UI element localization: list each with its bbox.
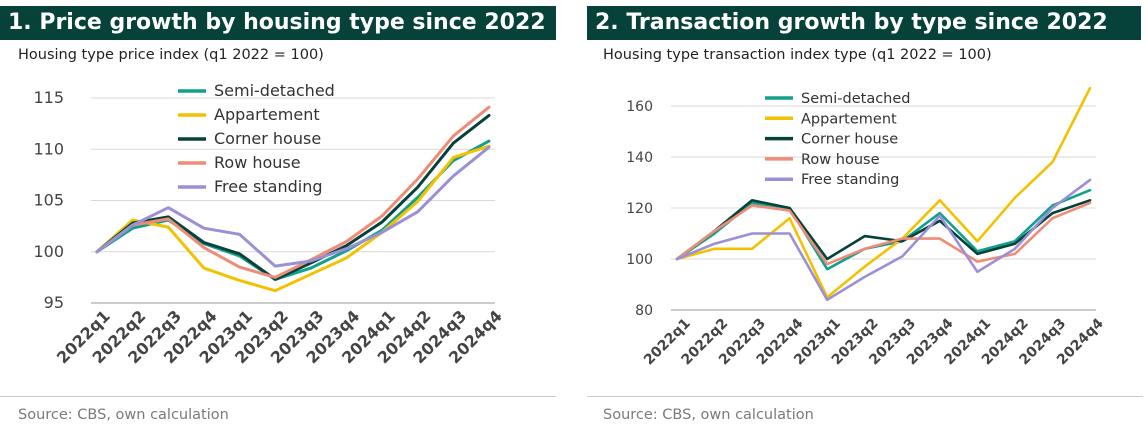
series-line-free-standing <box>675 178 1092 302</box>
chart-2-title: 2. Transaction growth by type since 2022 <box>587 6 1141 40</box>
chart-2-divider <box>587 396 1143 397</box>
y-tick-label: 100 <box>626 252 653 268</box>
series-line-semi-detached <box>675 188 1092 271</box>
legend-label: Row house <box>801 152 880 168</box>
chart-2-subtitle: Housing type transaction index type (q1 … <box>603 47 992 63</box>
chart-1-title: 1. Price growth by housing type since 20… <box>0 6 556 40</box>
y-tick-label: 120 <box>626 201 653 217</box>
legend-label: Free standing <box>214 177 323 196</box>
legend-label: Appartement <box>801 111 897 127</box>
y-tick-label: 100 <box>33 242 64 261</box>
y-tick-label: 80 <box>635 303 653 319</box>
y-tick-label: 140 <box>626 150 653 166</box>
y-tick-label: 105 <box>33 191 64 210</box>
series-line-corner-house <box>675 199 1092 261</box>
legend-label: Semi-detached <box>214 81 335 100</box>
chart-1-divider <box>0 396 556 397</box>
legend-label: Corner house <box>214 129 321 148</box>
chart-2-source: Source: CBS, own calculation <box>603 407 814 423</box>
series-line-row-house <box>95 105 491 279</box>
legend-label: Row house <box>214 153 301 172</box>
series-line-corner-house <box>95 113 491 281</box>
series-line-appartement <box>95 144 491 293</box>
legend-label: Appartement <box>214 105 320 124</box>
y-tick-label: 115 <box>33 88 64 107</box>
legend-label: Corner house <box>801 132 898 148</box>
transaction-growth-panel: 2. Transaction growth by type since 2022… <box>587 0 1147 432</box>
series-line-free-standing <box>95 145 491 268</box>
series-line-appartement <box>675 86 1092 299</box>
y-tick-label: 95 <box>44 293 64 312</box>
legend-label: Free standing <box>801 172 899 188</box>
y-tick-label: 110 <box>33 139 64 158</box>
series-line-row-house <box>675 201 1092 266</box>
price-growth-panel: 1. Price growth by housing type since 20… <box>0 0 558 432</box>
chart-1-subtitle: Housing type price index (q1 2022 = 100) <box>18 47 324 63</box>
y-tick-label: 160 <box>626 99 653 115</box>
chart-1-source: Source: CBS, own calculation <box>18 407 229 423</box>
transaction-growth-chart: 801001201401602022q12022q22022q32022q420… <box>626 86 1107 368</box>
price-growth-chart: 951001051101152022q12022q22022q32022q420… <box>33 81 505 367</box>
legend-label: Semi-detached <box>801 91 911 107</box>
